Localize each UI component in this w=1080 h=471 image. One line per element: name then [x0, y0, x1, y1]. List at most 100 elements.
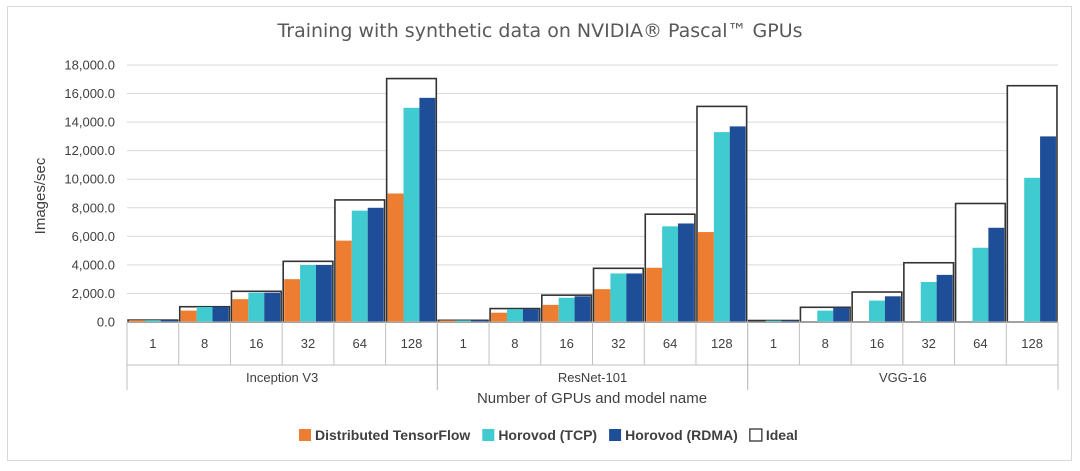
legend-swatch — [299, 429, 311, 441]
x-tick-label: 64 — [663, 336, 677, 351]
model-label: ResNet-101 — [558, 370, 627, 385]
bar-distributed-tensorflow — [439, 320, 456, 322]
legend-label: Horovod (TCP) — [498, 427, 597, 443]
bar-horovod-rdma — [1040, 136, 1056, 322]
y-tick-label: 6,000.0 — [72, 229, 115, 244]
x-tick-label: 16 — [249, 336, 263, 351]
legend-label: Ideal — [766, 427, 798, 443]
bar-distributed-tensorflow — [284, 279, 301, 322]
legend-label: Distributed TensorFlow — [315, 427, 470, 443]
legend-horovod-rdma: Horovod (RDMA) — [609, 427, 738, 443]
x-tick-label: 128 — [1021, 336, 1043, 351]
chart-title: Training with synthetic data on NVIDIA® … — [276, 20, 802, 42]
bar-horovod-rdma — [471, 320, 488, 322]
x-tick-label: 8 — [201, 336, 208, 351]
legend: Distributed TensorFlow Horovod (TCP) Horov… — [299, 427, 798, 443]
bar-horovod-tcp — [662, 226, 679, 322]
y-tick-label: 4,000.0 — [72, 257, 115, 272]
bar-distributed-tensorflow — [335, 240, 352, 322]
bar-horovod-rdma — [678, 223, 694, 322]
bar-horovod-rdma — [574, 296, 591, 322]
bar-horovod-tcp — [817, 310, 834, 322]
x-tick-label: 128 — [711, 336, 733, 351]
bar-distributed-tensorflow — [491, 312, 507, 322]
x-tick-label: 16 — [870, 336, 884, 351]
legend-horovod-tcp: Horovod (TCP) — [482, 427, 597, 443]
bar-horovod-rdma — [729, 126, 746, 323]
bar-horovod-rdma — [522, 309, 539, 322]
model-label: VGG-16 — [879, 370, 927, 385]
x-axis-label: Number of GPUs and model name — [477, 390, 707, 407]
gridlines — [127, 64, 1058, 294]
bar-horovod-rdma — [884, 296, 901, 322]
bar-horovod-tcp — [713, 132, 730, 322]
x-axis: 1 8 16 32 64 128 Inception V3 1 8 16 32 64 128 ResNet… — [126, 321, 1059, 390]
x-tick-label: 32 — [611, 336, 625, 351]
y-tick-label: 14,000.0 — [64, 115, 115, 130]
x-tick-label: 8 — [822, 336, 829, 351]
legend-swatch — [609, 429, 622, 441]
y-tick-label: 8,000.0 — [72, 200, 115, 215]
x-tick-label: 16 — [559, 336, 573, 351]
y-axis-label: Images/sec — [32, 157, 49, 234]
x-tick-label: 64 — [973, 336, 987, 351]
bar-horovod-tcp — [144, 320, 161, 322]
x-tick-label: 32 — [301, 336, 315, 351]
bar-horovod-tcp — [455, 320, 472, 322]
y-axis-ticks: 0.0 2,000.0 4,000.0 6,000.0 8,000.0 10,000.0 1… — [64, 58, 115, 330]
bar-horovod-tcp — [506, 309, 523, 322]
legend-label: Horovod (RDMA) — [625, 427, 738, 443]
bar-horovod-rdma — [626, 273, 643, 322]
bar-horovod-tcp — [765, 320, 782, 322]
bar-horovod-rdma — [936, 274, 953, 322]
legend-distributed-tensorflow: Distributed TensorFlow — [299, 427, 470, 443]
y-tick-label: 2,000.0 — [72, 286, 115, 301]
bar-horovod-rdma — [212, 307, 229, 322]
y-tick-label: 18,000.0 — [64, 58, 115, 73]
bar-horovod-rdma — [264, 292, 281, 322]
bars — [127, 77, 1058, 323]
legend-ideal: Ideal — [749, 427, 798, 443]
bar-horovod-rdma — [833, 307, 850, 322]
bar-horovod-tcp — [300, 264, 316, 322]
bar-horovod-rdma — [419, 97, 436, 322]
bar-horovod-tcp — [558, 297, 575, 322]
bar-distributed-tensorflow — [180, 310, 197, 322]
bar-horovod-tcp — [920, 282, 937, 322]
bar-horovod-tcp — [610, 273, 627, 322]
bar-horovod-tcp — [351, 210, 368, 322]
bar-horovod-rdma — [988, 227, 1005, 322]
bar-horovod-rdma — [367, 207, 384, 322]
model-label: Inception V3 — [246, 370, 318, 385]
x-tick-label: 1 — [149, 336, 156, 351]
x-tick-label: 128 — [401, 336, 423, 351]
bar-distributed-tensorflow — [387, 193, 404, 322]
x-tick-label: 1 — [460, 336, 467, 351]
legend-swatch — [749, 428, 763, 442]
chart-svg: Training with synthetic data on NVIDIA® … — [32, 20, 1059, 443]
bar-horovod-rdma — [781, 320, 798, 322]
x-tick-label: 8 — [511, 336, 518, 351]
bar-horovod-tcp — [248, 292, 265, 322]
bar-distributed-tensorflow — [697, 232, 714, 322]
bar-horovod-rdma — [315, 264, 332, 322]
bar-horovod-rdma — [160, 320, 177, 322]
y-tick-label: 10,000.0 — [64, 172, 115, 187]
bar-horovod-tcp — [869, 300, 885, 322]
bar-horovod-tcp — [196, 307, 213, 322]
bar-distributed-tensorflow — [129, 320, 145, 322]
y-tick-label: 16,000.0 — [64, 86, 115, 101]
x-tick-label: 1 — [770, 336, 777, 351]
legend-swatch — [482, 429, 495, 441]
bar-horovod-tcp — [1024, 177, 1041, 322]
bar-horovod-tcp — [403, 107, 420, 322]
y-tick-label: 0.0 — [97, 315, 115, 330]
bar-distributed-tensorflow — [542, 304, 559, 322]
bar-distributed-tensorflow — [232, 299, 249, 322]
x-tick-label: 64 — [353, 336, 367, 351]
x-tick-label: 32 — [921, 336, 935, 351]
bar-distributed-tensorflow — [646, 267, 663, 322]
y-tick-label: 12,000.0 — [64, 143, 115, 158]
chart-frame: Training with synthetic data on NVIDIA® … — [7, 6, 1072, 461]
bar-distributed-tensorflow — [594, 289, 611, 322]
